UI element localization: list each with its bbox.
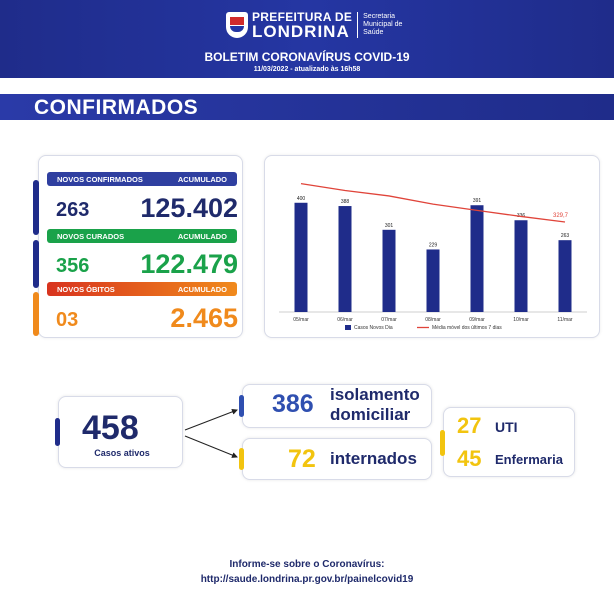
uti-enfermaria-accent — [440, 430, 445, 456]
obitos-new: 03 — [56, 309, 79, 331]
confirmados-total: 125.402 — [140, 193, 238, 223]
bar-10/mar — [514, 220, 528, 312]
confirmados-acc-label: ACUMULADO — [177, 174, 227, 184]
bar-08/mar — [426, 249, 440, 312]
daily-cases-chart: 400 05/mar 388 06/mar 301 07/mar 229 08/mar 391 0… — [279, 183, 587, 331]
active-cases-label: Casos ativos — [94, 448, 150, 458]
confirmados-new: 263 — [56, 199, 90, 221]
internados-label: internados — [330, 449, 417, 468]
bulletin-date: 11/03/2022 - atualizado às 16h58 — [253, 66, 361, 73]
confirmados-accent — [33, 180, 39, 235]
isolamento-label: isolamento domiciliar — [330, 385, 420, 424]
bar-value-label: 400 — [297, 196, 306, 202]
x-tick-label: 08/mar — [425, 317, 441, 323]
section-banner — [0, 94, 614, 120]
logo-prefeitura-text: PREFEITURA DE — [252, 9, 353, 24]
internados-accent — [239, 448, 244, 470]
curados-acc-label: ACUMULADO — [177, 231, 227, 241]
bar-11/mar — [558, 240, 572, 312]
bulletin-title: BOLETIM CORONAVÍRUS COVID-19 — [204, 50, 410, 64]
uti-enfermaria-box — [443, 407, 575, 477]
legend-line-label: Média móvel dos últimos 7 dias — [432, 325, 502, 331]
bar-06/mar — [338, 206, 352, 312]
x-tick-label: 09/mar — [469, 317, 485, 323]
x-tick-label: 11/mar — [557, 317, 573, 323]
enfermaria-label: Enfermaria — [495, 452, 563, 467]
city-crest-icon — [226, 12, 248, 38]
legend-bar-swatch — [345, 325, 351, 330]
bar-09/mar — [470, 205, 484, 312]
confirmados-header: NOVOS CONFIRMADOS ACUMULADO — [47, 172, 237, 186]
bar-05/mar — [294, 202, 308, 312]
bar-value-label: 388 — [341, 199, 350, 205]
prefeitura-logo: PREFEITURA DE LONDRINA Secretaria Munici… — [226, 10, 402, 40]
x-tick-label: 06/mar — [337, 317, 353, 323]
bar-value-label: 391 — [473, 198, 482, 204]
bar-value-label: 229 — [429, 242, 438, 248]
isolamento-count: 386 — [272, 390, 314, 418]
footer-link[interactable]: http://saude.londrina.pr.gov.br/painelco… — [200, 574, 414, 585]
obitos-accent — [33, 292, 39, 336]
header-banner — [0, 0, 614, 78]
obitos-total: 2.465 — [170, 303, 238, 333]
logo-city-text: LONDRINA — [252, 21, 350, 41]
moving-average-line — [300, 183, 566, 223]
curados-label: NOVOS CURADOS — [57, 231, 125, 241]
logo-divider — [357, 12, 359, 38]
x-tick-label: 10/mar — [513, 317, 529, 323]
enfermaria-count: 45 — [457, 446, 482, 471]
isolamento-accent — [239, 395, 244, 417]
internados-box — [242, 438, 432, 480]
curados-accent — [33, 240, 39, 288]
x-tick-label: 07/mar — [381, 317, 397, 323]
curados-header: NOVOS CURADOS ACUMULADO — [47, 229, 237, 243]
active-cases-count: 458 — [82, 409, 139, 447]
x-tick-label: 05/mar — [293, 317, 309, 323]
uti-count: 27 — [457, 413, 482, 438]
curados-new: 356 — [56, 255, 90, 277]
curados-total: 122.479 — [140, 249, 238, 279]
bar-07/mar — [382, 229, 396, 312]
bar-value-label: 263 — [561, 233, 570, 239]
secretaria-text: Secretaria Municipal de Saúde — [363, 13, 403, 36]
legend-bar-label: Casos Novos Dia — [354, 325, 393, 331]
moving-average-last-label: 329,7 — [553, 213, 569, 219]
confirmados-label: NOVOS CONFIRMADOS — [57, 174, 143, 184]
obitos-label: NOVOS ÓBITOS — [57, 284, 115, 294]
chart-card: 400 05/mar 388 06/mar 301 07/mar 229 08/mar 391 0… — [264, 155, 600, 338]
arrow-to-internados — [184, 435, 238, 458]
uti-label: UTI — [495, 419, 518, 435]
obitos-header: NOVOS ÓBITOS ACUMULADO — [47, 282, 237, 296]
arrow-to-isolamento — [184, 408, 238, 431]
active-cases-box — [58, 396, 183, 468]
bar-value-label: 301 — [385, 223, 394, 229]
obitos-acc-label: ACUMULADO — [177, 284, 227, 294]
footer-info: Informe-se sobre o Coronavírus: — [229, 559, 385, 570]
internados-count: 72 — [288, 445, 316, 473]
arrows — [184, 408, 238, 458]
section-title: CONFIRMADOS — [34, 96, 199, 119]
active-cases-accent — [55, 418, 60, 446]
isolamento-box — [242, 384, 432, 428]
